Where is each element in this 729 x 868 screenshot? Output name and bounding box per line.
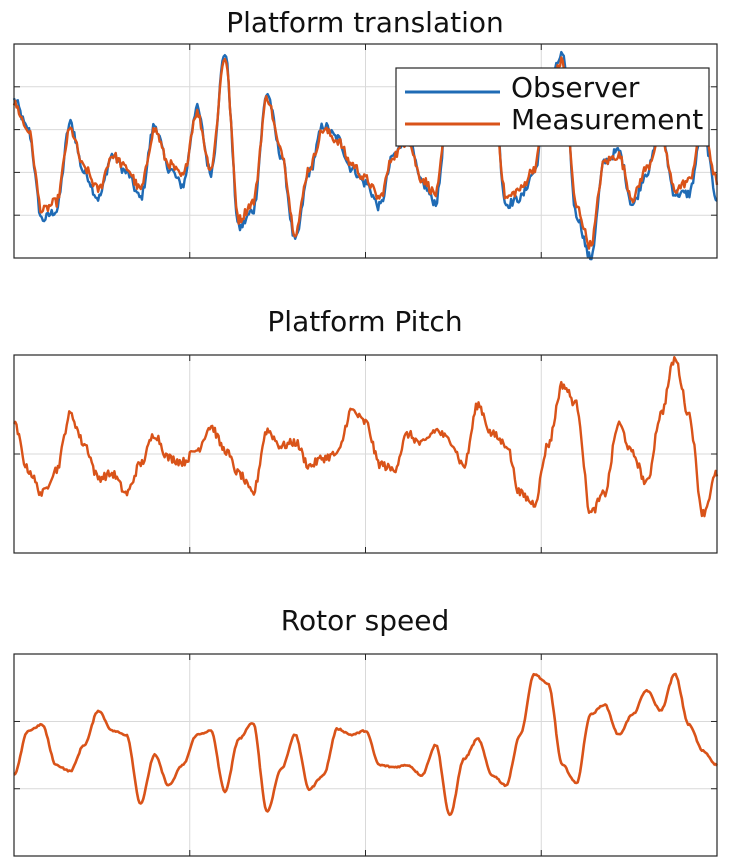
grid-platform-pitch [14,355,717,553]
panel-platform-translation: Platform translation Observer Measuremen… [12,6,719,261]
axes-box-rotor-speed [13,653,718,857]
series-line-rotor-speed-0 [13,672,719,817]
title-platform-pitch: Platform Pitch [267,305,462,338]
title-rotor-speed: Rotor speed [281,604,449,637]
panel-rotor-speed: Rotor speed [13,604,719,857]
series-platform-pitch [13,356,719,518]
legend-label-measurement: Measurement [511,103,703,136]
legend-box [395,67,710,147]
grid-rotor-speed [14,654,717,856]
panel-platform-pitch: Platform Pitch [13,305,719,554]
series-line-platform-translation-1 [12,56,719,250]
series-platform-translation [12,50,719,261]
legend: Observer Measurement [395,67,710,147]
series-rotor-speed [13,672,719,817]
legend-label-observer: Observer [511,71,640,104]
series-line-platform-pitch-0 [13,356,719,518]
title-platform-translation: Platform translation [226,6,504,39]
axes-box-platform-translation [13,43,718,259]
axes-box-platform-pitch [13,354,718,554]
